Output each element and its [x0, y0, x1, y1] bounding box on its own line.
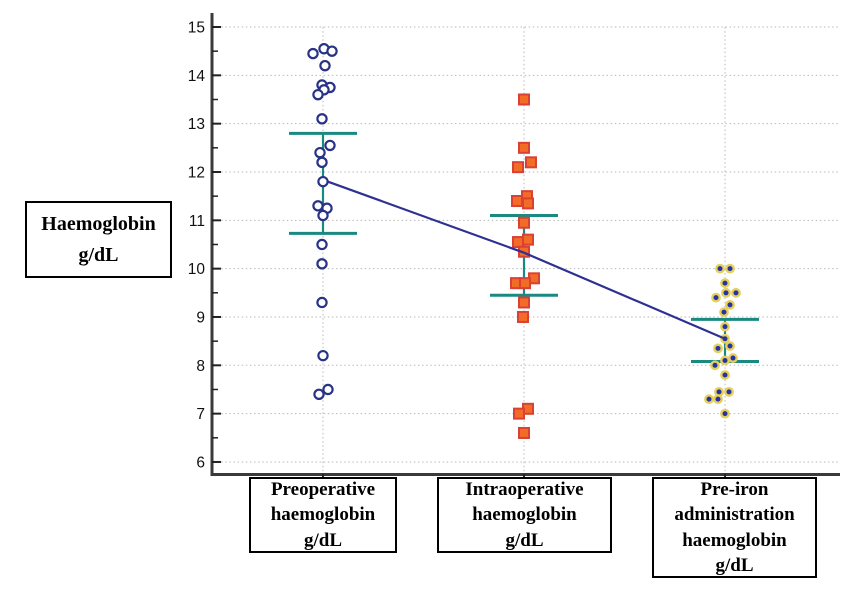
data-point-ring-dot [715, 263, 725, 274]
y-tick-label: 9 [196, 309, 205, 326]
data-point-square [525, 156, 537, 169]
data-point-open-circle [317, 349, 329, 362]
data-point-open-circle [312, 88, 324, 101]
category-label-line: Preoperative [270, 479, 376, 501]
data-point-ring-dot [720, 355, 730, 366]
data-point-ring-dot [720, 370, 730, 380]
data-point-square [513, 407, 525, 420]
y-tick-label: 11 [189, 213, 205, 230]
category-box-pre-iron: Pre-iron administration haemoglobin g/dL [652, 477, 817, 578]
data-point-square [512, 236, 524, 249]
data-point-ring-dot [728, 353, 738, 363]
data-point-ring-dot [725, 263, 735, 274]
data-point-open-circle [317, 175, 329, 188]
category-label-line: haemoglobin [682, 529, 787, 551]
y-tick-label: 15 [188, 20, 205, 37]
y-axis-title-unit: g/dL [78, 243, 119, 266]
category-box-preoperative: Preoperative haemoglobin g/dL [249, 477, 397, 553]
data-point-open-circle [317, 209, 329, 222]
category-label-line: Intraoperative [465, 479, 584, 501]
y-axis-title-box: Haemoglobin g/dL [25, 201, 172, 278]
data-point-ring-dot [719, 307, 729, 318]
data-point-square [511, 194, 523, 207]
data-point-ring-dot [721, 287, 731, 298]
y-tick-label: 13 [188, 116, 205, 133]
data-point-ring-dot [713, 394, 723, 405]
data-point-ring-dot [725, 299, 735, 310]
data-point-square [518, 296, 530, 309]
data-point-open-circle [312, 200, 324, 212]
data-point-open-circle [313, 388, 325, 401]
y-tick-label: 10 [188, 261, 206, 278]
data-point-square [517, 310, 529, 323]
data-point-square [519, 277, 531, 290]
category-label-line: g/dL [303, 529, 343, 551]
data-point-ring-dot [720, 278, 730, 289]
data-point-square [522, 233, 534, 246]
data-point-open-circle [326, 45, 338, 57]
data-point-open-circle [316, 156, 328, 169]
data-point-open-circle [314, 146, 326, 159]
data-point-ring-dot [720, 408, 730, 419]
data-point-square [512, 161, 524, 174]
category-label-line: Pre-iron [700, 479, 769, 501]
data-point-open-circle [316, 296, 328, 309]
category-label-line: g/dL [715, 554, 754, 576]
category-box-intraoperative: Intraoperative haemoglobin g/dL [437, 477, 612, 553]
data-point-ring-dot [713, 343, 723, 354]
data-point-ring-dot [720, 321, 730, 332]
data-point-open-circle [316, 113, 328, 125]
mean-trend-line [327, 180, 726, 340]
data-point-ring-dot [704, 394, 714, 405]
category-label-line: g/dL [505, 529, 544, 551]
data-point-ring-dot [724, 386, 734, 397]
category-label-line: administration [674, 504, 795, 526]
y-tick-label: 14 [188, 68, 206, 85]
data-point-ring-dot [710, 360, 720, 371]
data-point-open-circle [319, 59, 331, 72]
category-label-line: haemoglobin [472, 504, 577, 526]
y-tick-label: 8 [196, 358, 205, 375]
data-point-open-circle [307, 47, 319, 60]
category-label-line: haemoglobin [270, 504, 376, 526]
data-point-ring-dot [725, 341, 735, 351]
data-point-ring-dot [731, 287, 741, 298]
y-axis-title-line: Haemoglobin [41, 212, 156, 235]
data-point-open-circle [316, 258, 328, 270]
data-point-open-circle [316, 238, 328, 251]
data-point-ring-dot [711, 292, 721, 303]
y-tick-label: 12 [188, 164, 205, 181]
y-tick-label: 7 [196, 406, 205, 423]
y-tick-label: 6 [196, 454, 205, 471]
data-point-square [518, 141, 530, 154]
data-point-square [522, 197, 534, 210]
data-point-open-circle [322, 383, 334, 396]
data-point-open-circle [324, 139, 336, 152]
data-point-square [518, 93, 530, 106]
data-point-square [518, 216, 530, 229]
data-point-square [518, 426, 530, 439]
